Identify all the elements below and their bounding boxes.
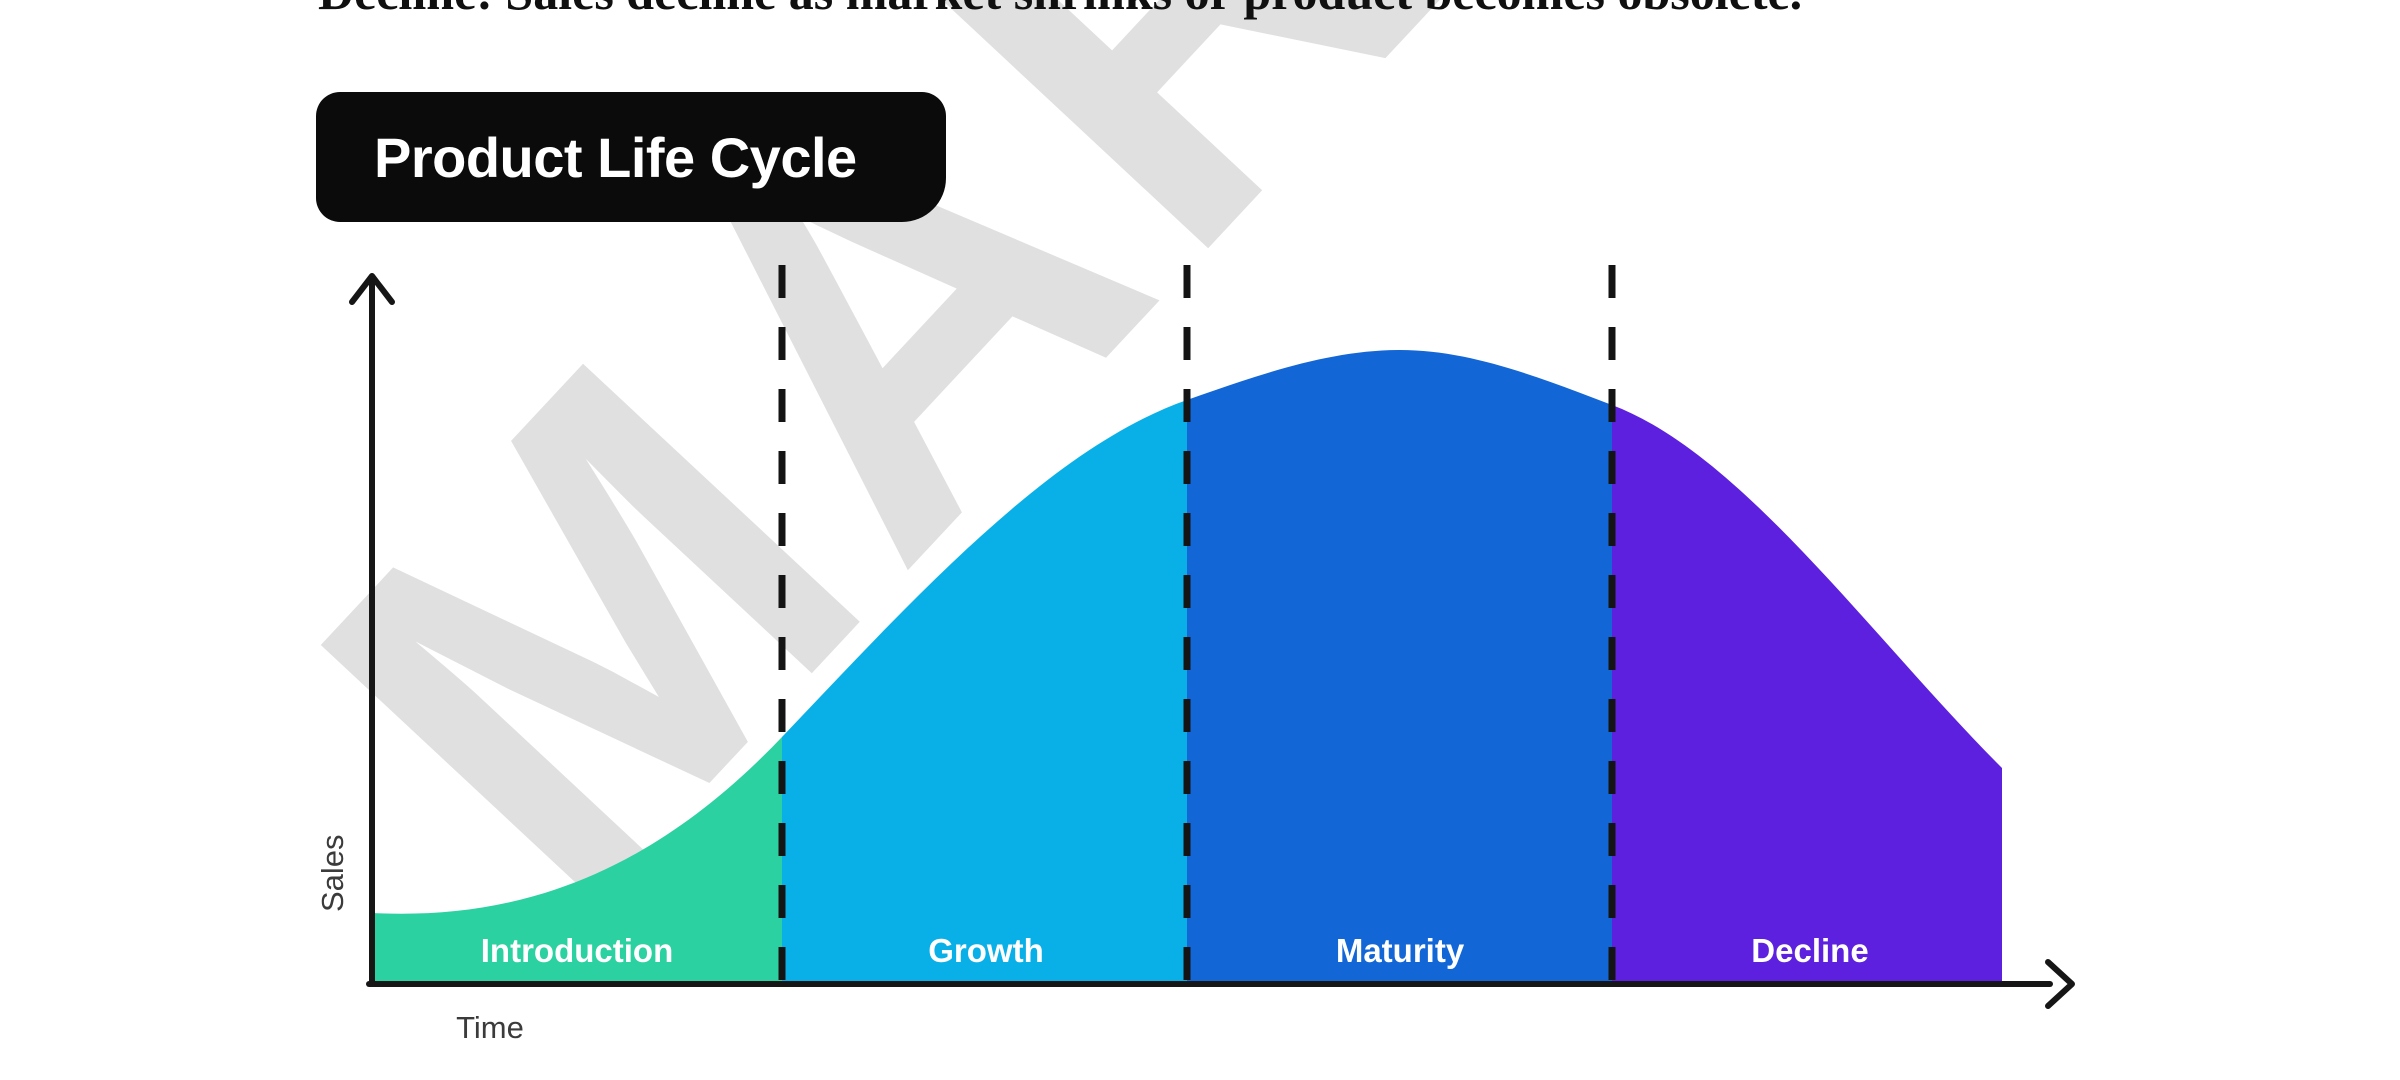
phase-area-maturity <box>1187 350 1612 984</box>
phase-label-decline: Decline <box>1751 932 1868 969</box>
phase-label-maturity: Maturity <box>1336 932 1465 969</box>
sales-curve-area <box>372 350 2002 984</box>
x-axis-arrow-icon <box>2045 959 2075 1009</box>
phase-labels: Introduction Growth Maturity Decline <box>481 932 1869 969</box>
x-axis-label: Time <box>456 1010 524 1045</box>
phase-label-growth: Growth <box>928 932 1043 969</box>
phase-area-growth <box>782 400 1187 984</box>
top-caption: Decline: Sales decline as market shrinks… <box>318 0 1802 17</box>
chart-title-badge: Product Life Cycle <box>316 92 946 222</box>
y-axis-label: Sales <box>315 834 350 912</box>
chart-title: Product Life Cycle <box>374 125 857 189</box>
phase-area-decline <box>1612 405 2002 984</box>
phase-label-introduction: Introduction <box>481 932 673 969</box>
phase-area-introduction <box>372 737 782 984</box>
y-axis-arrow-icon <box>349 273 395 305</box>
axes <box>349 273 2075 1009</box>
